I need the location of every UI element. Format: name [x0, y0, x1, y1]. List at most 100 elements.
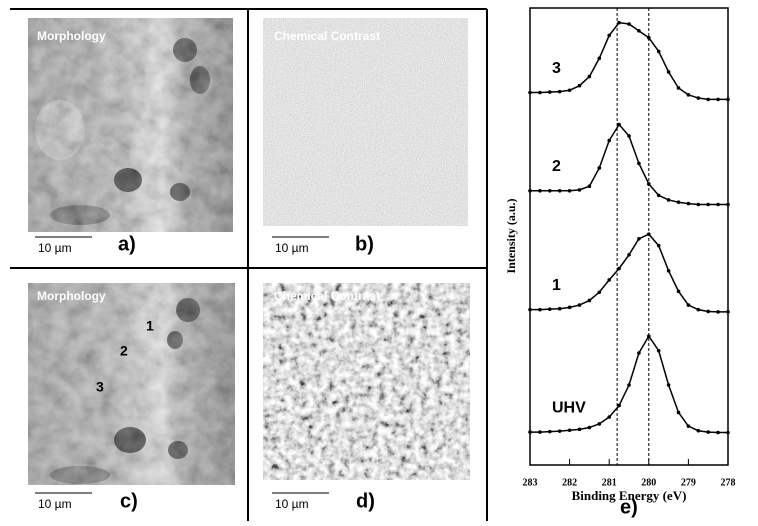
data-point — [677, 86, 681, 90]
micrograph — [263, 18, 468, 226]
data-point — [607, 415, 611, 419]
data-point — [647, 232, 651, 236]
panel-c: Morphology 1 2 3 10 µm c) — [28, 283, 235, 512]
panel-a: Morphology 10 µm a) — [28, 18, 233, 255]
data-point — [627, 22, 631, 26]
data-point — [578, 188, 582, 192]
data-point — [558, 189, 562, 193]
data-point — [617, 21, 621, 25]
data-point — [588, 426, 592, 430]
data-point — [716, 98, 720, 102]
panel-title: Chemical Contrast — [274, 289, 380, 303]
data-point — [716, 203, 720, 207]
data-point — [706, 203, 710, 207]
data-point — [568, 306, 572, 310]
data-point — [588, 299, 592, 303]
panel-label: b) — [355, 233, 374, 255]
data-point — [528, 308, 532, 312]
x-tick-label: 283 — [523, 477, 538, 488]
y-axis-label: Intensity (a.u.) — [504, 198, 518, 273]
data-point — [607, 278, 611, 282]
panel-title: Morphology — [37, 29, 106, 43]
x-tick-label: 281 — [602, 477, 617, 488]
data-point — [548, 307, 552, 311]
data-point — [657, 194, 661, 198]
data-point — [637, 351, 641, 355]
data-point — [558, 90, 562, 94]
x-tick-label: 279 — [681, 477, 696, 488]
data-point — [538, 189, 542, 193]
x-tick-label: 280 — [641, 477, 656, 488]
data-point — [716, 310, 720, 314]
data-point — [687, 202, 691, 206]
data-point — [667, 383, 671, 387]
data-point — [588, 75, 592, 79]
data-point — [578, 428, 582, 432]
data-point — [726, 431, 730, 435]
panel-b: Chemical Contrast 10 µm b) — [263, 18, 468, 255]
data-point — [667, 269, 671, 273]
data-point — [647, 334, 651, 338]
data-point — [607, 34, 611, 38]
data-point — [568, 189, 572, 193]
figure: Morphology 10 µm a) Chemical Contrast 10… — [0, 0, 758, 521]
data-point — [726, 98, 730, 102]
data-point — [538, 308, 542, 312]
data-point — [667, 70, 671, 74]
data-point — [627, 134, 631, 138]
data-point — [716, 431, 720, 435]
data-point — [657, 50, 661, 54]
data-point — [598, 422, 602, 426]
data-point — [726, 203, 730, 207]
panel-label: a) — [118, 233, 136, 255]
data-point — [657, 349, 661, 353]
data-point — [697, 308, 701, 312]
data-point — [617, 267, 621, 271]
data-point — [548, 189, 552, 193]
data-point — [607, 139, 611, 143]
x-tick-label: 278 — [721, 477, 736, 488]
data-point — [677, 411, 681, 415]
panel-e: Intensity (a.u.) Binding Energy (eV) e) … — [504, 8, 736, 518]
point-label: 3 — [96, 379, 104, 395]
data-point — [528, 430, 532, 434]
data-point — [558, 307, 562, 311]
data-point — [687, 303, 691, 307]
data-point — [627, 253, 631, 257]
data-point — [598, 166, 602, 170]
data-point — [726, 310, 730, 314]
panel-label: c) — [120, 490, 138, 512]
point-label: 1 — [146, 318, 154, 334]
data-point — [578, 303, 582, 307]
data-point — [598, 290, 602, 294]
data-point — [687, 424, 691, 428]
series-label: 1 — [552, 277, 561, 294]
data-point — [578, 84, 582, 88]
scale-label: 10 µm — [275, 241, 309, 255]
data-point — [677, 200, 681, 204]
data-point — [548, 430, 552, 434]
panel-label: e) — [620, 496, 638, 518]
data-point — [538, 430, 542, 434]
data-point — [568, 88, 572, 92]
data-point — [598, 56, 602, 60]
data-point — [697, 203, 701, 207]
data-point — [637, 237, 641, 241]
series-label: 2 — [552, 158, 561, 175]
micrograph — [263, 283, 470, 480]
data-point — [568, 428, 572, 432]
micrograph-texture — [28, 18, 233, 232]
data-point — [637, 29, 641, 33]
panel-d: Chemical Contrast 10 µm d) — [263, 283, 470, 512]
data-point — [667, 198, 671, 202]
data-point — [687, 93, 691, 97]
data-point — [647, 36, 651, 40]
data-point — [548, 90, 552, 94]
data-point — [588, 184, 592, 188]
data-point — [528, 91, 532, 95]
scale-label: 10 µm — [38, 497, 72, 511]
panel-title: Morphology — [37, 289, 106, 303]
panel-title: Chemical Contrast — [274, 29, 380, 43]
x-tick-label: 282 — [562, 477, 577, 488]
data-point — [538, 91, 542, 95]
